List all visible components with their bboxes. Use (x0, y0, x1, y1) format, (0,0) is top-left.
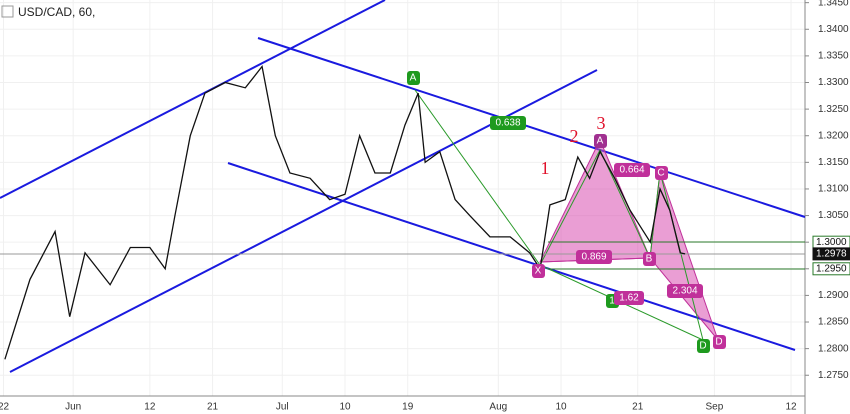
x-tick-label: 12 (785, 402, 797, 413)
price-label-box (812, 247, 850, 261)
y-tick-label: 1.3350 (818, 51, 849, 62)
point-label: D (715, 337, 722, 348)
y-tick-label: 1.3450 (818, 0, 849, 8)
x-tick-label: 22 (0, 402, 9, 413)
ratio-label: 0.869 (581, 252, 606, 263)
price-label-box (812, 262, 850, 276)
ratio-label: 0.664 (619, 165, 644, 176)
point-label: A (597, 136, 604, 147)
point-label: B (646, 254, 653, 265)
y-tick-label: 1.3150 (818, 157, 849, 168)
annotations: A 0.638 A 0.664 C 0.869 B X 1 1.62 2.304… (407, 71, 726, 353)
point-label: 1 (609, 296, 615, 307)
x-tick-label: Sep (705, 402, 723, 413)
y-tick-label: 1.3200 (818, 130, 849, 141)
point-label: X (535, 266, 542, 277)
wave-label: 3 (597, 113, 606, 133)
point-label: A (410, 73, 417, 84)
harmonic-pattern (0, 89, 805, 341)
x-tick-label: Aug (489, 402, 507, 413)
y-tick-label: 1.2800 (818, 343, 849, 354)
ratio-label: 2.304 (672, 286, 697, 297)
ratio-label: 0.638 (495, 118, 520, 129)
y-tick-label: 1.2900 (818, 290, 849, 301)
wave-label: 1 (541, 158, 550, 178)
x-tick-label: 10 (339, 402, 351, 413)
point-label: C (657, 168, 664, 179)
y-tick-label: 1.3300 (818, 77, 849, 88)
price-label: 1.2950 (816, 263, 847, 274)
grid (0, 0, 805, 396)
x-tick-label: 10 (555, 402, 567, 413)
price-label: 1.2978 (816, 249, 847, 260)
y-tick-label: 1.3100 (818, 184, 849, 195)
y-tick-label: 1.3400 (818, 24, 849, 35)
wave-label: 2 (570, 126, 579, 146)
point-label: D (699, 341, 706, 352)
price-label: 1.3000 (816, 237, 847, 248)
chart-title: USD/CAD, 60, (18, 5, 95, 19)
x-tick-label: 21 (207, 402, 219, 413)
y-tick-label: 1.3250 (818, 104, 849, 115)
y-tick-label: 1.2850 (818, 317, 849, 328)
x-tick-label: 19 (402, 402, 414, 413)
x-tick-label: Jun (65, 402, 81, 413)
x-tick-label: Jul (276, 402, 289, 413)
price-line (4, 65, 686, 360)
x-tick-label: 21 (632, 402, 644, 413)
y-tick-label: 1.2750 (818, 370, 849, 381)
x-tick-label: 12 (144, 402, 156, 413)
ratio-label: 1.62 (619, 293, 639, 304)
y-tick-label: 1.3050 (818, 210, 849, 221)
collapse-icon[interactable] (1, 5, 14, 18)
